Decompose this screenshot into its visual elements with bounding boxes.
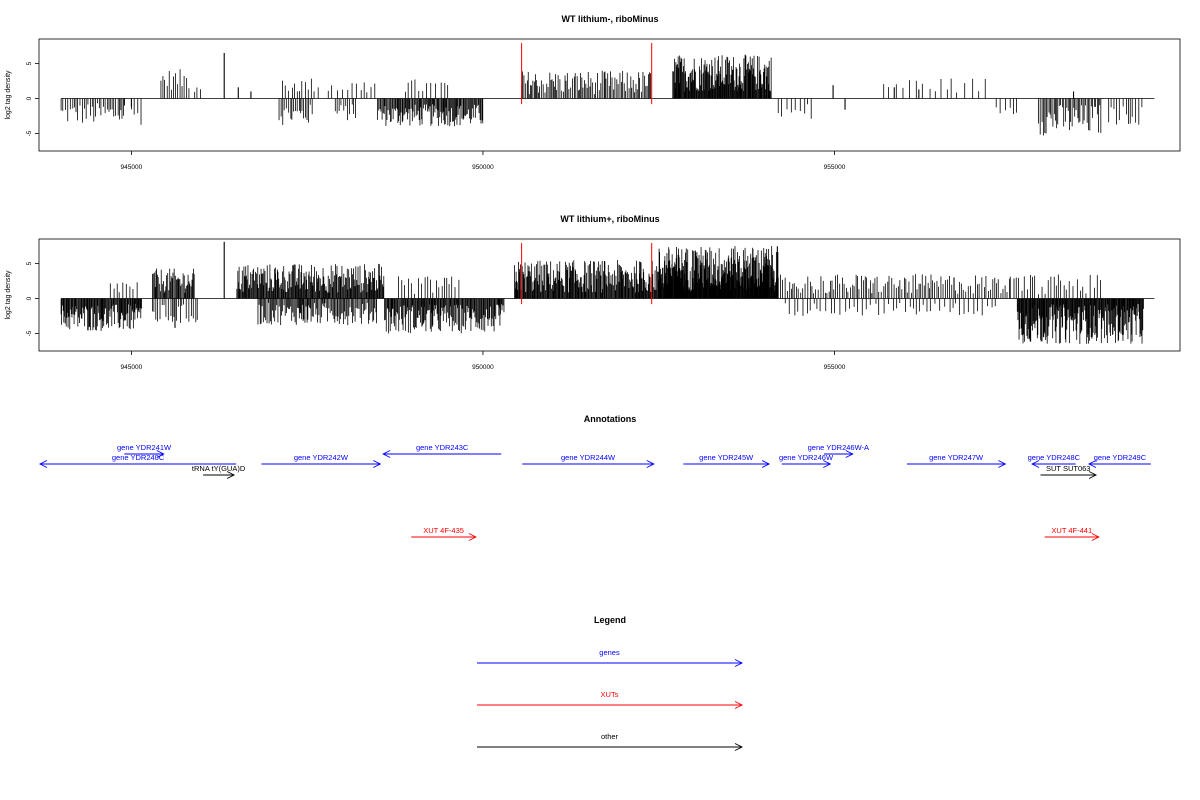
y-axis-label: log2 tag density: [5, 70, 12, 120]
y-tick-label: 0: [26, 296, 33, 300]
feature-label: gene YDR241W: [117, 443, 172, 452]
legend-title: Legend: [594, 615, 626, 625]
feature-arrow: tRNA tY(GUA)D: [192, 464, 246, 479]
feature-arrow: gene YDR241W: [117, 443, 172, 458]
feature-arrow: gene YDR248C: [1028, 453, 1081, 468]
feature-label: gene YDR246W: [779, 453, 834, 462]
feature-arrow: gene YDR249C: [1087, 453, 1151, 468]
feature-label: gene YDR248C: [1028, 453, 1081, 462]
axis-ticks: -5 0 5 945000 950000 955000: [26, 61, 846, 171]
feature-label: gene YDR244W: [561, 453, 616, 462]
x-tick-label: 955000: [824, 164, 846, 171]
legend-label: other: [601, 732, 619, 741]
feature-label: gene YDR245W: [699, 453, 754, 462]
y-axis-label: log2 tag density: [5, 270, 12, 320]
plot-frame: [38, 238, 1181, 352]
feature-arrow: gene YDR242W: [261, 453, 382, 468]
feature-label: gene YDR249C: [1094, 453, 1147, 462]
signal-bars: [60, 241, 1155, 344]
feature-label: XUT 4F-441: [1051, 526, 1092, 535]
legend-item: genes: [477, 648, 744, 667]
y-tick-label: -5: [26, 130, 33, 136]
x-tick-label: 945000: [121, 164, 143, 171]
feature-arrow: SUT SUT063: [1040, 464, 1098, 479]
feature-label: gene YDR240C: [112, 453, 165, 462]
x-tick-label: 950000: [472, 364, 494, 371]
legend: Legend genes XUTs other: [477, 615, 744, 751]
y-tick-label: 5: [26, 61, 33, 65]
x-tick-label: 945000: [121, 364, 143, 371]
y-tick-label: -5: [26, 330, 33, 336]
x-tick-label: 955000: [824, 364, 846, 371]
panel-title: WT lithium-, riboMinus: [562, 14, 659, 24]
plot-frame: [38, 38, 1181, 152]
feature-arrow: gene YDR243C: [382, 443, 502, 458]
signal-bars: [60, 43, 1155, 136]
feature-arrow: XUT 4F-435: [411, 526, 477, 541]
feature-label: gene YDR242W: [294, 453, 349, 462]
feature-arrow: gene YDR245W: [683, 453, 771, 468]
legend-label: XUTs: [601, 690, 619, 699]
legend-items: genes XUTs other: [477, 648, 744, 751]
feature-arrow: gene YDR247W: [906, 453, 1007, 468]
feature-arrow: gene YDR246W-A: [808, 443, 869, 458]
legend-item: other: [477, 732, 744, 751]
feature-label: SUT SUT063: [1046, 464, 1090, 473]
legend-label: genes: [599, 648, 620, 657]
feature-label: tRNA tY(GUA)D: [192, 464, 246, 473]
axis-ticks: -5 0 5 945000 950000 955000: [26, 261, 846, 371]
y-tick-label: 5: [26, 261, 33, 265]
feature-arrow: XUT 4F-441: [1044, 526, 1100, 541]
feature-label: gene YDR243C: [416, 443, 469, 452]
feature-label: XUT 4F-435: [423, 526, 464, 535]
feature-arrow: gene YDR240C: [38, 453, 237, 468]
legend-item: XUTs: [477, 690, 744, 709]
track-panel-lithium-plus: WT lithium+, riboMinus log2 tag density …: [5, 214, 1181, 371]
annotations-title: Annotations: [584, 414, 637, 424]
feature-label: gene YDR247W: [929, 453, 984, 462]
track-panel-lithium-minus: WT lithium-, riboMinus log2 tag density …: [5, 14, 1181, 171]
feature-label: gene YDR246W-A: [808, 443, 869, 452]
y-tick-label: 0: [26, 96, 33, 100]
feature-arrow: gene YDR244W: [522, 453, 655, 468]
feature-arrow: gene YDR246W: [779, 453, 834, 468]
panel-title: WT lithium+, riboMinus: [560, 214, 659, 224]
x-tick-label: 950000: [472, 164, 494, 171]
